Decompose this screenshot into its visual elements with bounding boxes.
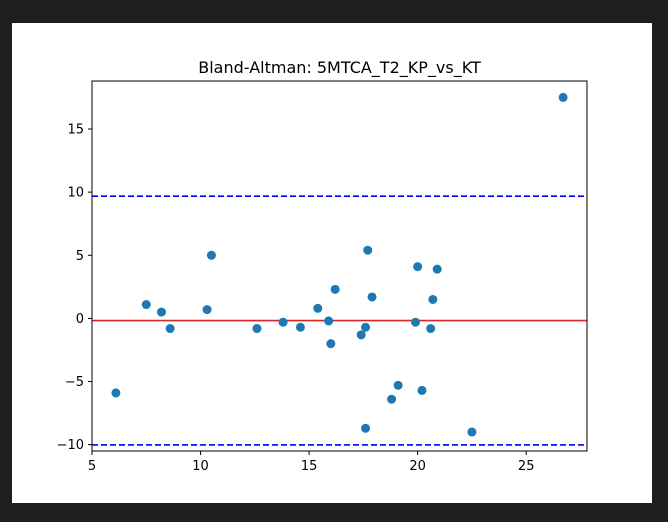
- data-point: [387, 394, 397, 404]
- data-point: [413, 262, 423, 272]
- x-tick-label: 10: [192, 459, 209, 474]
- data-point: [330, 284, 340, 294]
- x-tick-label: 20: [409, 459, 426, 474]
- y-tick-label: 15: [67, 122, 84, 137]
- data-point: [202, 305, 212, 315]
- data-point: [417, 385, 427, 395]
- data-point: [141, 300, 151, 310]
- bland-altman-chart: Bland-Altman: 5MTCA_T2_KP_vs_KT 5 10 15 20 2…: [57, 58, 588, 474]
- reference-lines: [92, 195, 587, 446]
- y-axis-ticks: −10 −5 0 5 10 15: [57, 122, 92, 453]
- y-tick-label: −10: [57, 438, 84, 453]
- data-points: [111, 92, 568, 437]
- x-axis-ticks: 5 10 15 20 25: [88, 451, 535, 474]
- data-point: [156, 307, 166, 317]
- data-point: [363, 245, 373, 255]
- y-tick-label: −5: [65, 375, 84, 390]
- data-point: [326, 339, 336, 349]
- figure: Bland-Altman: 5MTCA_T2_KP_vs_KT 5 10 15 20 2…: [12, 23, 652, 503]
- data-point: [324, 316, 334, 326]
- data-point: [428, 294, 438, 304]
- x-tick-label: 25: [518, 459, 535, 474]
- x-tick-label: 15: [301, 459, 318, 474]
- plot-frame: [91, 80, 588, 452]
- data-point: [206, 250, 216, 260]
- data-point: [165, 324, 175, 334]
- y-tick-label: 0: [76, 312, 84, 327]
- chart-title: Bland-Altman: 5MTCA_T2_KP_vs_KT: [198, 58, 481, 78]
- y-tick-label: 5: [76, 249, 84, 264]
- data-point: [361, 322, 371, 332]
- data-point: [410, 317, 420, 327]
- data-point: [432, 264, 442, 274]
- data-point: [361, 423, 371, 433]
- data-point: [367, 292, 377, 302]
- data-point: [356, 330, 366, 340]
- y-tick-label: 10: [67, 186, 84, 201]
- x-tick-label: 5: [88, 459, 96, 474]
- data-point: [295, 322, 305, 332]
- data-point: [252, 324, 262, 334]
- data-point: [313, 303, 323, 313]
- data-point: [278, 317, 288, 327]
- data-point: [393, 380, 403, 390]
- data-point: [111, 388, 121, 398]
- data-point: [558, 92, 568, 102]
- data-point: [426, 324, 436, 334]
- data-point: [467, 427, 477, 437]
